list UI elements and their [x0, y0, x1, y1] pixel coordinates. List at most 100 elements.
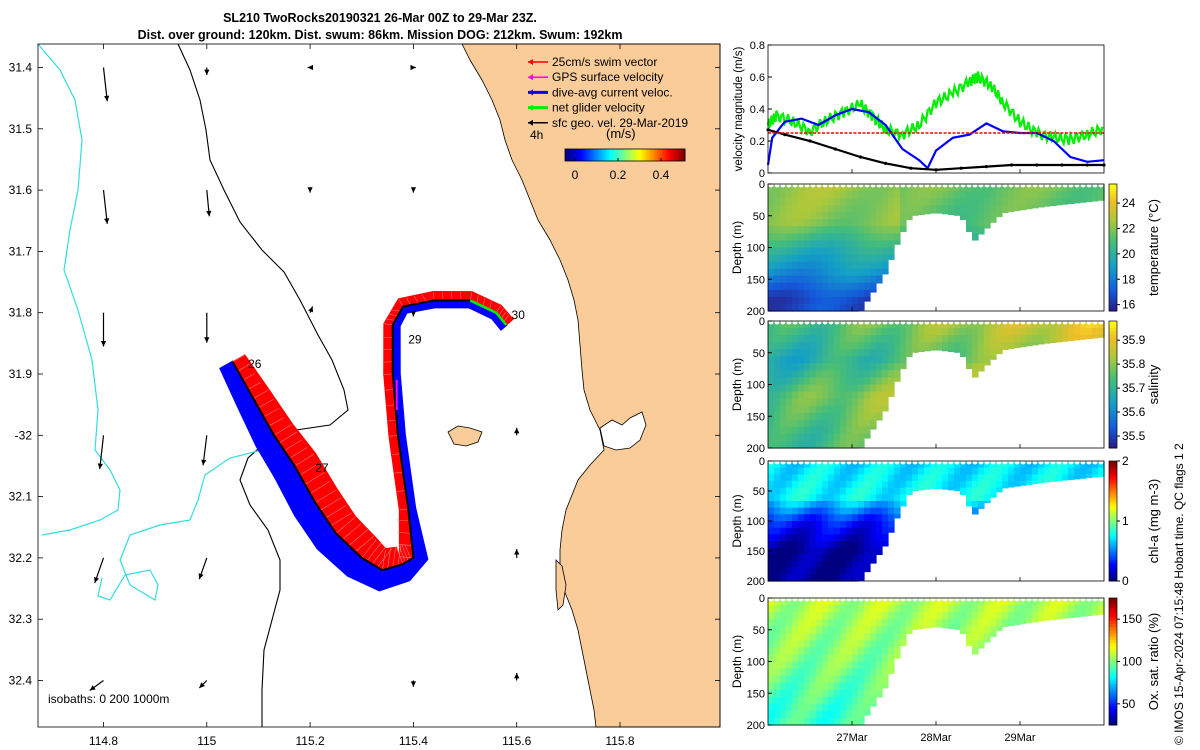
section-ytick-label: 150: [747, 274, 765, 286]
section-cell: [864, 191, 871, 199]
section-cell: [810, 433, 817, 442]
section-cell: [984, 321, 991, 329]
section-cell: [834, 541, 841, 549]
section-cell: [846, 574, 853, 582]
section-cell: [870, 640, 877, 648]
section-cell: [840, 689, 847, 698]
section-cell: [864, 219, 871, 227]
section-colorbar-cell: [1109, 554, 1117, 558]
section-cell: [924, 626, 931, 629]
section-cell: [774, 605, 781, 613]
section-cell: [858, 534, 865, 542]
section-cell: [924, 619, 931, 627]
section-cell: [882, 356, 889, 364]
section-cell: [972, 335, 979, 343]
section-cell: [882, 507, 889, 515]
section-cell: [954, 461, 961, 469]
section-cell: [798, 184, 805, 192]
section-cell: [774, 426, 781, 435]
section-cell: [918, 212, 925, 216]
section-cell: [876, 335, 883, 343]
section-cell: [786, 534, 793, 542]
section-cell: [792, 342, 799, 350]
section-cell: [846, 514, 853, 522]
section-cell: [864, 261, 871, 270]
section-cell: [864, 527, 871, 535]
section-cell: [786, 598, 793, 606]
section-cell: [822, 398, 829, 407]
section-cell: [786, 440, 793, 449]
section-cell: [786, 205, 793, 213]
section-cell: [828, 567, 835, 575]
section-cell: [900, 619, 907, 627]
section-cell: [786, 487, 793, 495]
section-cell: [792, 289, 799, 298]
section-colorbar-cell: [1109, 639, 1117, 643]
section-cell: [900, 467, 907, 475]
section-cell: [828, 467, 835, 475]
section-cell: [834, 481, 841, 489]
section-cell: [942, 487, 949, 490]
section-cell: [768, 612, 775, 620]
section-cell: [900, 487, 907, 495]
section-cell: [882, 349, 889, 357]
section-cell: [780, 219, 787, 227]
section-cell: [1038, 191, 1045, 199]
section-colorbar-cell: [1109, 560, 1117, 564]
section-cell: [984, 226, 991, 229]
section-cell: [828, 426, 835, 435]
section-cell: [858, 461, 865, 469]
section-cell: [1074, 184, 1081, 192]
section-cell: [1002, 481, 1009, 489]
section-cell: [804, 494, 811, 502]
section-cell: [864, 296, 871, 302]
section-cell: [852, 534, 859, 542]
section-cell: [846, 363, 853, 371]
section-cell: [858, 598, 865, 606]
section-cell: [810, 647, 817, 656]
section-surface-scallop: [900, 459, 906, 465]
section-cell: [786, 507, 793, 515]
section-cell: [828, 342, 835, 350]
section-cell: [972, 328, 979, 336]
section-cell: [816, 647, 823, 656]
geo-vector-head: [94, 576, 99, 583]
section-cell: [888, 514, 895, 522]
section-cell: [816, 682, 823, 691]
section-cell: [834, 661, 841, 670]
section-cell: [1086, 474, 1093, 479]
glider-track-line: [231, 299, 508, 572]
section-cell: [876, 487, 883, 495]
section-cell: [792, 275, 799, 284]
section-cell: [792, 612, 799, 620]
figure-title: SL210 TwoRocks20190321 26-Mar 00Z to 29-…: [223, 11, 537, 25]
colorbar-cell: [679, 149, 682, 161]
swim-vector: [406, 297, 412, 306]
section-cell: [870, 474, 877, 482]
velocity-series-point: [959, 166, 963, 170]
section-cell: [1038, 342, 1045, 345]
section-cell: [828, 321, 835, 329]
isobath-1000m: [37, 43, 121, 536]
section-cell: [840, 240, 847, 249]
section-cell: [1002, 467, 1009, 475]
section-cell: [792, 391, 799, 400]
section-cell: [810, 247, 817, 256]
section-cell: [840, 675, 847, 684]
section-surface-scallop: [1044, 182, 1050, 188]
section-cell: [930, 619, 937, 627]
section-cell: [810, 198, 817, 206]
section-cell: [888, 254, 895, 260]
section-cell: [888, 247, 895, 256]
geo-vector-head: [410, 64, 416, 71]
section-surface-scallop: [1086, 596, 1092, 602]
section-colorbar-cell: [1109, 467, 1117, 471]
section-cell: [930, 184, 937, 192]
section-cell: [828, 233, 835, 242]
section-cell: [828, 561, 835, 569]
section-cell: [834, 703, 841, 712]
section-cell: [810, 474, 817, 482]
section-cell: [942, 481, 949, 489]
section-cell: [1062, 467, 1069, 475]
section-cell: [876, 268, 883, 277]
